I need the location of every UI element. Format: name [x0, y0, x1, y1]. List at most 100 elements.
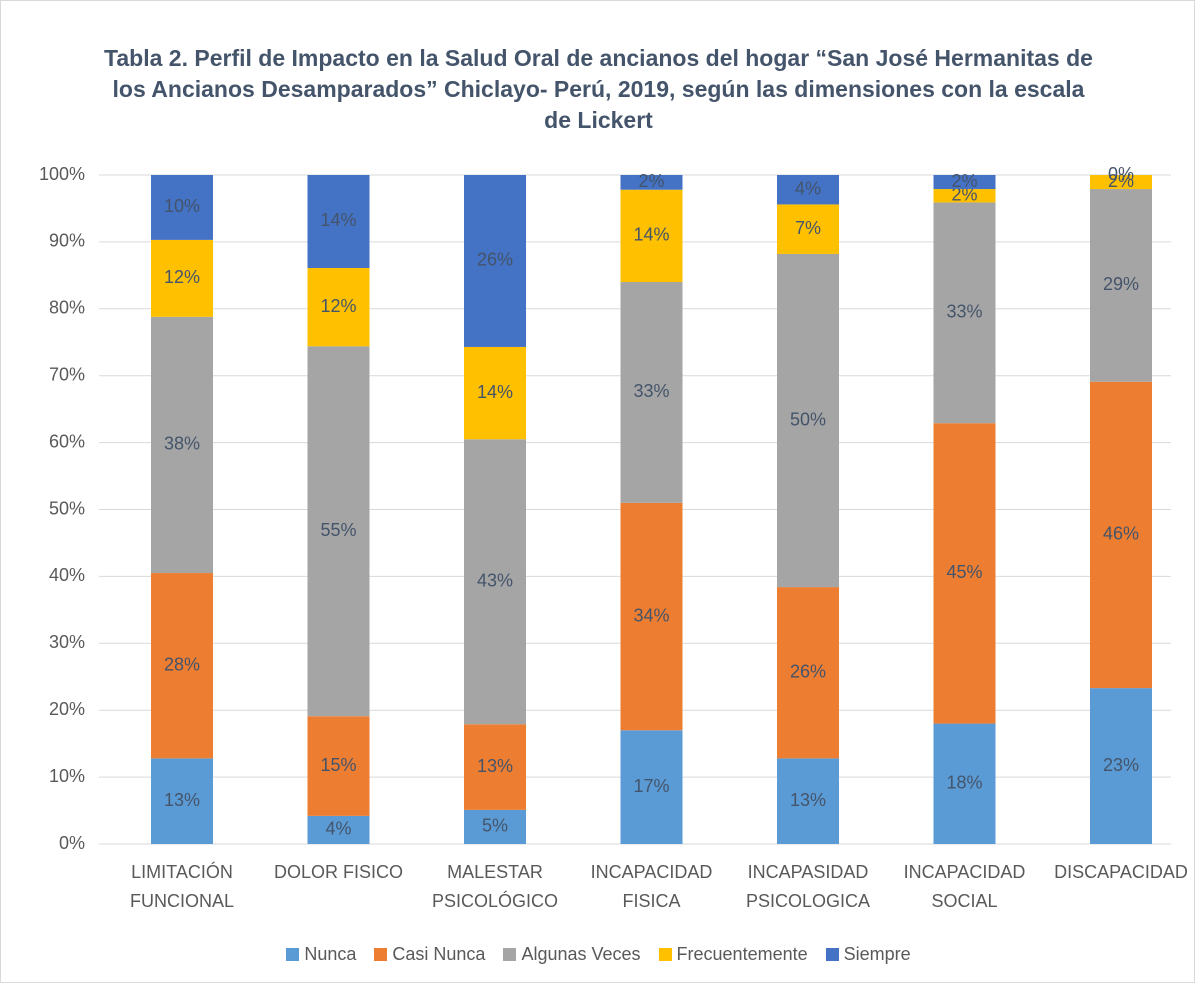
data-label: 14%	[633, 225, 669, 245]
y-tick-label: 0%	[59, 833, 85, 853]
bar-segment	[151, 573, 213, 759]
data-label: 38%	[164, 434, 200, 454]
data-label: 2%	[951, 184, 977, 204]
data-label: 2%	[638, 171, 664, 191]
bar-segment	[307, 346, 370, 717]
data-label: 13%	[164, 790, 200, 810]
legend-label: Frecuentemente	[676, 944, 808, 964]
data-label: 2%	[1108, 171, 1134, 191]
bar-segment	[151, 758, 213, 844]
data-label: 7%	[795, 218, 821, 238]
legend-item: Frecuentemente	[658, 944, 808, 965]
bar-segment	[151, 316, 213, 574]
x-tick-label: PSICOLÓGICO	[432, 890, 558, 911]
data-label: 55%	[320, 520, 356, 540]
legend-item: Nunca	[286, 944, 356, 965]
bar-segment	[464, 809, 526, 844]
data-label: 33%	[633, 381, 669, 401]
y-tick-label: 80%	[49, 298, 85, 318]
x-tick-label: INCAPACIDAD	[591, 862, 713, 882]
bar-segment	[151, 175, 213, 240]
data-label: 26%	[790, 661, 826, 681]
bar-segment	[933, 189, 996, 203]
data-label: 4%	[325, 819, 351, 839]
bar-segment	[933, 175, 996, 190]
x-tick-label: INCAPASIDAD	[748, 862, 869, 882]
legend-swatch	[658, 948, 672, 961]
bar-segment	[620, 189, 683, 283]
data-label: 12%	[320, 296, 356, 316]
legend-item: Algunas Veces	[503, 944, 641, 965]
data-label: 5%	[482, 816, 508, 836]
data-label: 12%	[164, 267, 200, 287]
bar-segment	[1090, 175, 1152, 190]
data-label: 4%	[795, 178, 821, 198]
y-tick-label: 90%	[49, 231, 85, 251]
bar-segment	[307, 267, 370, 347]
legend-swatch	[503, 948, 517, 961]
data-label: 23%	[1103, 755, 1139, 775]
bar-segment	[151, 239, 213, 317]
x-tick-label: DISCAPACIDAD	[1054, 862, 1188, 882]
bar-segment	[464, 346, 526, 440]
data-label: 14%	[320, 210, 356, 230]
data-label: 10%	[164, 196, 200, 216]
bar-segment	[777, 175, 839, 205]
legend-label: Nunca	[304, 944, 357, 964]
bar-segment	[307, 815, 370, 844]
chart-title: Tabla 2. Perfil de Impacto en la Salud O…	[104, 45, 1093, 133]
x-tick-label: LIMITACIÓN	[131, 861, 233, 882]
y-tick-label: 70%	[49, 364, 85, 384]
legend-swatch	[825, 948, 839, 961]
bar-segment	[777, 758, 839, 844]
data-label: 34%	[633, 605, 669, 625]
data-label: 29%	[1103, 274, 1139, 294]
bar-segment	[464, 439, 526, 725]
bar-segment	[777, 204, 839, 254]
bar-segment	[620, 175, 683, 190]
data-label: 17%	[633, 776, 669, 796]
legend-label: Casi Nunca	[392, 944, 486, 964]
y-tick-label: 60%	[49, 431, 85, 451]
legend-label: Algunas Veces	[521, 944, 641, 964]
legend-item: Siempre	[825, 944, 911, 965]
data-label: 13%	[477, 756, 513, 776]
bar-segment	[307, 716, 370, 816]
data-label: 45%	[946, 562, 982, 582]
bar-segment	[777, 587, 839, 759]
data-label: 50%	[790, 409, 826, 429]
data-label: 28%	[164, 654, 200, 674]
bar-segment	[933, 723, 996, 844]
bar-segment	[464, 175, 526, 347]
data-label: 14%	[477, 382, 513, 402]
data-label: 26%	[477, 250, 513, 270]
legend-swatch	[374, 948, 388, 961]
bar-segment	[620, 502, 683, 731]
bar-segment	[1090, 381, 1152, 689]
data-label: 0%	[1108, 164, 1134, 184]
legend-item: Casi Nunca	[374, 944, 485, 965]
x-tick-label: PSICOLOGICA	[746, 891, 870, 911]
y-tick-label: 10%	[49, 766, 85, 786]
y-tick-label: 20%	[49, 699, 85, 719]
legend-label: Siempre	[843, 944, 911, 964]
x-tick-label: FISICA	[622, 891, 680, 911]
legend-swatch	[286, 948, 300, 961]
bar-segment	[620, 282, 683, 503]
y-tick-label: 50%	[49, 498, 85, 518]
x-tick-label: DOLOR FISICO	[274, 862, 403, 882]
bar-segment	[777, 253, 839, 588]
y-tick-label: 30%	[49, 632, 85, 652]
bar-segment	[1090, 189, 1152, 382]
bar-segment	[933, 202, 996, 424]
data-label: 33%	[946, 302, 982, 322]
x-tick-label: SOCIAL	[931, 891, 997, 911]
bar-segment	[307, 175, 370, 268]
data-label: 13%	[790, 790, 826, 810]
y-tick-label: 100%	[39, 164, 85, 184]
y-tick-label: 40%	[49, 565, 85, 585]
x-tick-label: FUNCIONAL	[130, 891, 234, 911]
bar-segment	[464, 724, 526, 810]
